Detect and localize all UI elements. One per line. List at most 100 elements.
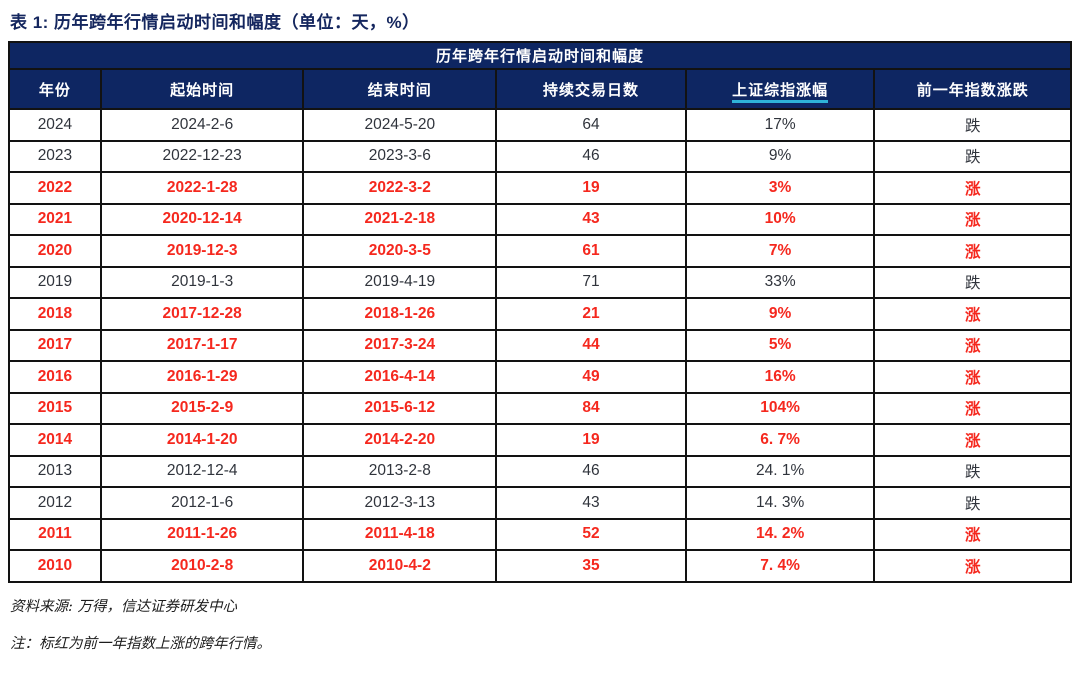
table-row: 2018 2017-12-28 2018-1-26 21 9% 涨 xyxy=(8,297,1072,331)
cell-end-date: 2017-3-24 xyxy=(302,328,498,362)
cell-trading-days: 43 xyxy=(495,486,687,520)
table-row: 2017 2017-1-17 2017-3-24 44 5% 涨 xyxy=(8,328,1072,362)
table-row: 2016 2016-1-29 2016-4-14 49 16% 涨 xyxy=(8,360,1072,394)
column-header-0: 年份 xyxy=(8,68,102,110)
cell-end-date: 2023-3-6 xyxy=(302,139,498,173)
cell-start-date: 2022-1-28 xyxy=(99,171,305,205)
source-note: 资料来源: 万得，信达证券研发中心 xyxy=(10,598,237,615)
cell-index-gain: 5% xyxy=(684,328,876,362)
table-band-row: 历年跨年行情启动时间和幅度 xyxy=(8,41,1072,70)
cell-year: 2014 xyxy=(8,423,102,457)
column-header-label: 持续交易日数 xyxy=(542,81,639,99)
table-band-title: 历年跨年行情启动时间和幅度 xyxy=(8,41,1072,70)
table-row: 2014 2014-1-20 2014-2-20 19 6. 7% 涨 xyxy=(8,423,1072,457)
cell-start-date: 2020-12-14 xyxy=(99,202,305,236)
cell-start-date: 2015-2-9 xyxy=(99,391,305,425)
cell-prev-year-direction: 涨 xyxy=(873,360,1072,394)
cell-year: 2013 xyxy=(8,454,102,488)
cell-index-gain: 9% xyxy=(684,297,876,331)
cell-year: 2010 xyxy=(8,549,102,583)
column-header-4: 上证综指涨幅 xyxy=(684,68,876,110)
cell-end-date: 2022-3-2 xyxy=(302,171,498,205)
table-body: 2024 2024-2-6 2024-5-20 64 17% 跌 2023 2022-12-2… xyxy=(8,108,1072,583)
cell-start-date: 2010-2-8 xyxy=(99,549,305,583)
cell-index-gain: 3% xyxy=(684,171,876,205)
table-row: 2024 2024-2-6 2024-5-20 64 17% 跌 xyxy=(8,108,1072,142)
cell-prev-year-direction: 涨 xyxy=(873,423,1072,457)
cell-year: 2022 xyxy=(8,171,102,205)
cell-end-date: 2024-5-20 xyxy=(302,108,498,142)
cell-prev-year-direction: 涨 xyxy=(873,171,1072,205)
cell-trading-days: 64 xyxy=(495,108,687,142)
cell-index-gain: 14. 2% xyxy=(684,517,876,551)
cell-end-date: 2015-6-12 xyxy=(302,391,498,425)
cell-index-gain: 104% xyxy=(684,391,876,425)
cell-prev-year-direction: 跌 xyxy=(873,108,1072,142)
cell-index-gain: 16% xyxy=(684,360,876,394)
cell-index-gain: 6. 7% xyxy=(684,423,876,457)
rally-table: 历年跨年行情启动时间和幅度 年份 起始时间 结束时间 持续交易日数 上证综指涨幅 前一年指… xyxy=(8,41,1072,583)
cell-prev-year-direction: 涨 xyxy=(873,297,1072,331)
cell-trading-days: 61 xyxy=(495,234,687,268)
table-row: 2015 2015-2-9 2015-6-12 84 104% 涨 xyxy=(8,391,1072,425)
cell-end-date: 2020-3-5 xyxy=(302,234,498,268)
cell-trading-days: 46 xyxy=(495,139,687,173)
cell-trading-days: 52 xyxy=(495,517,687,551)
cell-start-date: 2019-12-3 xyxy=(99,234,305,268)
cell-year: 2019 xyxy=(8,265,102,299)
cell-year: 2017 xyxy=(8,328,102,362)
cell-prev-year-direction: 涨 xyxy=(873,202,1072,236)
table-row: 2010 2010-2-8 2010-4-2 35 7. 4% 涨 xyxy=(8,549,1072,583)
legend-note: 注：标红为前一年指数上涨的跨年行情。 xyxy=(10,635,271,652)
table-title: 表 1: 历年跨年行情启动时间和幅度（单位：天，%） xyxy=(10,13,420,32)
cell-year: 2012 xyxy=(8,486,102,520)
column-header-2: 结束时间 xyxy=(302,68,498,110)
cell-start-date: 2017-1-17 xyxy=(99,328,305,362)
cell-index-gain: 14. 3% xyxy=(684,486,876,520)
table-head: 历年跨年行情启动时间和幅度 年份 起始时间 结束时间 持续交易日数 上证综指涨幅 前一年指… xyxy=(8,41,1072,110)
column-header-label: 起始时间 xyxy=(170,81,235,99)
table-row: 2011 2011-1-26 2011-4-18 52 14. 2% 涨 xyxy=(8,517,1072,551)
table-row: 2019 2019-1-3 2019-4-19 71 33% 跌 xyxy=(8,265,1072,299)
cell-trading-days: 49 xyxy=(495,360,687,394)
cell-end-date: 2012-3-13 xyxy=(302,486,498,520)
cell-start-date: 2016-1-29 xyxy=(99,360,305,394)
cell-prev-year-direction: 涨 xyxy=(873,234,1072,268)
cell-trading-days: 43 xyxy=(495,202,687,236)
cell-index-gain: 24. 1% xyxy=(684,454,876,488)
table-row: 2012 2012-1-6 2012-3-13 43 14. 3% 跌 xyxy=(8,486,1072,520)
cell-end-date: 2014-2-20 xyxy=(302,423,498,457)
table-header-row: 年份 起始时间 结束时间 持续交易日数 上证综指涨幅 前一年指数涨跌 xyxy=(8,68,1072,110)
table-row: 2021 2020-12-14 2021-2-18 43 10% 涨 xyxy=(8,202,1072,236)
column-header-label: 上证综指涨幅 xyxy=(732,81,829,103)
cell-year: 2015 xyxy=(8,391,102,425)
column-header-1: 起始时间 xyxy=(99,68,305,110)
cell-end-date: 2019-4-19 xyxy=(302,265,498,299)
table-row: 2023 2022-12-23 2023-3-6 46 9% 跌 xyxy=(8,139,1072,173)
cell-trading-days: 19 xyxy=(495,423,687,457)
cell-prev-year-direction: 涨 xyxy=(873,549,1072,583)
cell-year: 2011 xyxy=(8,517,102,551)
table-row: 2013 2012-12-4 2013-2-8 46 24. 1% 跌 xyxy=(8,454,1072,488)
cell-prev-year-direction: 跌 xyxy=(873,139,1072,173)
cell-year: 2020 xyxy=(8,234,102,268)
cell-end-date: 2011-4-18 xyxy=(302,517,498,551)
cell-index-gain: 33% xyxy=(684,265,876,299)
cell-start-date: 2019-1-3 xyxy=(99,265,305,299)
cell-start-date: 2012-12-4 xyxy=(99,454,305,488)
column-header-label: 年份 xyxy=(38,81,71,99)
cell-start-date: 2022-12-23 xyxy=(99,139,305,173)
cell-index-gain: 17% xyxy=(684,108,876,142)
cell-year: 2023 xyxy=(8,139,102,173)
cell-trading-days: 71 xyxy=(495,265,687,299)
cell-start-date: 2011-1-26 xyxy=(99,517,305,551)
column-header-label: 前一年指数涨跌 xyxy=(916,81,1029,99)
cell-start-date: 2024-2-6 xyxy=(99,108,305,142)
cell-trading-days: 44 xyxy=(495,328,687,362)
cell-year: 2016 xyxy=(8,360,102,394)
cell-end-date: 2013-2-8 xyxy=(302,454,498,488)
cell-end-date: 2010-4-2 xyxy=(302,549,498,583)
cell-end-date: 2018-1-26 xyxy=(302,297,498,331)
cell-prev-year-direction: 跌 xyxy=(873,486,1072,520)
